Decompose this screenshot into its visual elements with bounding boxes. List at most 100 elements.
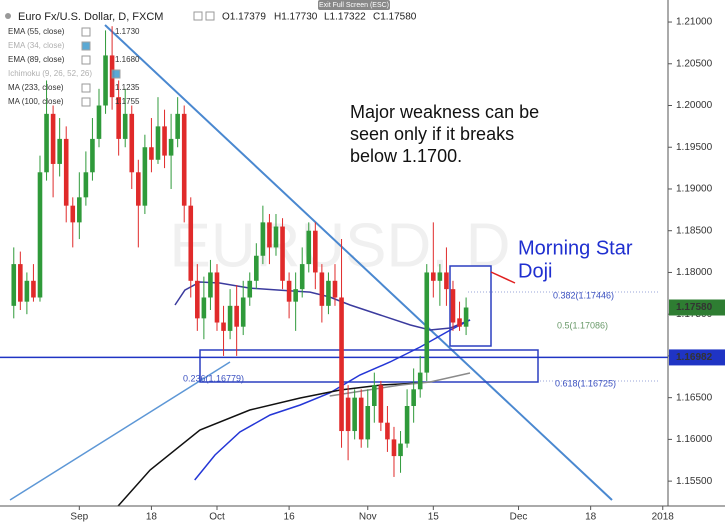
candle-body: [24, 280, 30, 302]
candle-body: [254, 255, 259, 281]
indicator-icon[interactable]: [81, 27, 91, 37]
candle-body: [18, 264, 23, 302]
indicator-value: 1.1755: [115, 97, 140, 106]
candle-body: [260, 222, 266, 256]
candle-body: [391, 439, 397, 457]
candle-body: [122, 113, 128, 139]
candle-body: [57, 138, 62, 164]
indicator-icon[interactable]: [111, 69, 121, 79]
x-tick-label: Nov: [359, 512, 377, 523]
indicator-name: EMA (55, close): [8, 27, 65, 36]
candle-body: [313, 230, 318, 273]
candle-body: [280, 226, 285, 281]
pattern-box: [449, 265, 492, 347]
legend: EMA (55, close) 1.1730 EMA (34, close) EMA …: [8, 27, 140, 107]
x-tick-label: 2018: [652, 512, 675, 523]
price-badge-label: 1.17580: [676, 302, 713, 313]
time-axis-bg: [0, 506, 668, 526]
candle-body: [70, 205, 76, 223]
candle-body: [404, 406, 410, 444]
candle-body: [326, 280, 331, 306]
icon[interactable]: [205, 11, 215, 21]
candle-body: [181, 113, 187, 206]
candle-body: [201, 297, 207, 319]
indicator-value: 1.1235: [115, 83, 140, 92]
plot: [0, 26, 668, 516]
candle-body: [227, 305, 233, 331]
candle-body: [129, 113, 135, 173]
candle-body: [306, 230, 312, 265]
support-zone: [199, 349, 539, 383]
x-tick-label: 18: [585, 512, 597, 523]
candle-body: [398, 443, 403, 457]
candle-body: [319, 272, 325, 306]
icon[interactable]: [193, 11, 203, 21]
indicator-icon[interactable]: [81, 55, 91, 65]
candle-body: [96, 105, 102, 139]
y-tick-label: 1.20000: [676, 100, 713, 111]
arrow: [490, 271, 516, 284]
indicator-name: EMA (89, close): [8, 55, 65, 64]
candle-body: [332, 280, 338, 298]
candle-body: [293, 289, 298, 302]
candle-body: [195, 280, 200, 319]
y-tick-label: 1.16000: [676, 434, 713, 445]
x-tick-label: Sep: [70, 512, 88, 523]
y-tick-label: 1.18500: [676, 225, 713, 236]
indicator-icon[interactable]: [81, 41, 91, 51]
candle-body: [273, 226, 279, 248]
candle-body: [83, 172, 89, 198]
x-tick-label: Oct: [209, 512, 225, 523]
y-tick-label: 1.20500: [676, 58, 713, 69]
candle-body: [116, 97, 121, 139]
annotation: seen only if it breaks: [350, 124, 514, 144]
pattern-label: Morning Star: [518, 237, 633, 259]
moving-average: [194, 319, 471, 481]
indicator-icon[interactable]: [81, 83, 91, 93]
indicator-name: Ichimoku (9, 26, 52, 26): [8, 69, 92, 78]
collapse-icon[interactable]: [5, 13, 11, 19]
candle-body: [142, 147, 148, 206]
x-tick-label: Dec: [510, 512, 528, 523]
price-axis-bg: [668, 0, 725, 526]
y-tick-label: 1.15500: [676, 476, 713, 487]
axes: 1.21000 1.20500 1.20000 1.19500 1.19000 1.185…: [70, 17, 725, 523]
price-badge: [669, 299, 725, 316]
candle-body: [188, 205, 194, 281]
candle-body: [450, 289, 456, 323]
candle-body: [431, 272, 436, 281]
moving-average: [329, 372, 471, 397]
candle-body: [463, 307, 469, 327]
y-tick-label: 1.19500: [676, 142, 713, 153]
candle-body: [234, 305, 239, 327]
x-tick-label: 15: [428, 512, 440, 523]
candle-body: [352, 397, 357, 432]
ohlc: L1.17322: [324, 12, 366, 23]
candle-body: [149, 147, 154, 160]
fib-label: 0.5(1.17086): [557, 320, 608, 330]
candle-body: [299, 264, 305, 290]
candle-body: [162, 126, 167, 156]
candle-body: [247, 280, 253, 298]
candle-body: [417, 372, 423, 390]
candle-body: [103, 55, 108, 106]
y-tick-label: 1.21000: [676, 17, 713, 28]
candle-body: [31, 280, 36, 298]
ohlc: O1.17379: [222, 12, 266, 23]
candle-body: [437, 272, 443, 281]
exit-button[interactable]: [318, 0, 390, 10]
candle-body: [372, 385, 377, 407]
annotation: Major weakness can be: [350, 102, 539, 122]
candle-body: [358, 397, 364, 440]
candle-body: [444, 272, 449, 290]
indicator-icon[interactable]: [81, 97, 91, 107]
candle-body: [155, 126, 161, 160]
candle-body: [221, 322, 226, 331]
candle-body: [44, 113, 49, 173]
exit-button-label[interactable]: Exit Full Screen (ESC): [319, 2, 389, 9]
candle-body: [286, 280, 292, 302]
fib-label: 0.382(1.17446): [553, 290, 614, 300]
candle-body: [168, 138, 174, 156]
candle-body: [11, 264, 17, 306]
